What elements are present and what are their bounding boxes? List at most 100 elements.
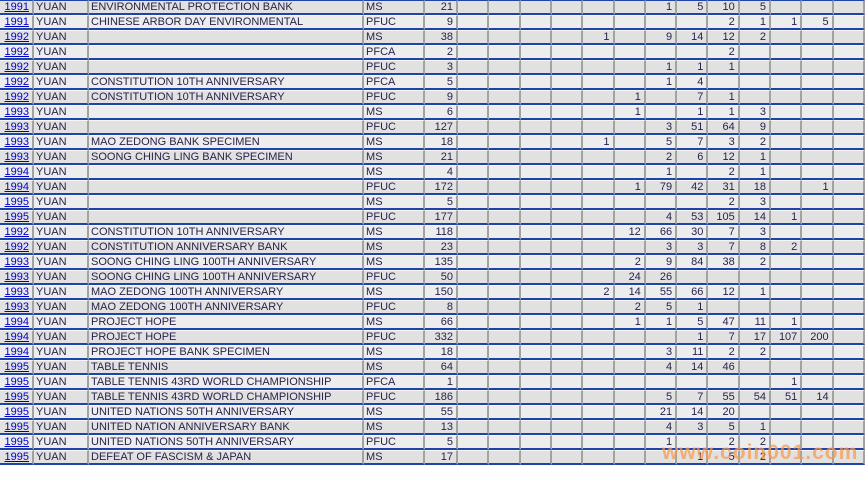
description-cell xyxy=(89,180,365,195)
grade-count-cell xyxy=(802,420,834,435)
grade-count-cell xyxy=(520,345,552,360)
year-link[interactable]: 1994 xyxy=(4,181,29,193)
year-link[interactable]: 1992 xyxy=(4,241,29,253)
grade-cell: PFUC xyxy=(364,390,426,405)
grade-count-cell xyxy=(739,405,771,420)
year-link[interactable]: 1995 xyxy=(4,211,29,223)
grade-count-cell xyxy=(489,135,521,150)
grade-count-cell xyxy=(802,0,834,15)
grade-count-cell xyxy=(739,300,771,315)
year-link[interactable]: 1995 xyxy=(4,196,29,208)
grade-count-cell: 14 xyxy=(614,285,646,300)
grade-count-cell xyxy=(489,30,521,45)
year-link[interactable]: 1993 xyxy=(4,256,29,268)
grade-count-cell xyxy=(802,150,834,165)
grade-count-cell xyxy=(802,45,834,60)
grade-count-cell: 1 xyxy=(614,180,646,195)
grade-count-cell xyxy=(489,180,521,195)
description-cell: CHINESE ARBOR DAY ENVIRONMENTAL xyxy=(89,15,365,30)
grade-count-cell xyxy=(458,360,490,375)
grade-count-cell: 3 xyxy=(739,195,771,210)
grade-count-cell: 4 xyxy=(677,75,709,90)
year-link[interactable]: 1992 xyxy=(4,91,29,103)
grade-count-cell xyxy=(458,15,490,30)
grade-count-cell xyxy=(833,30,865,45)
year-link[interactable]: 1991 xyxy=(4,1,29,13)
year-link[interactable]: 1994 xyxy=(4,166,29,178)
total-count-cell: 4 xyxy=(425,165,459,180)
year-link[interactable]: 1994 xyxy=(4,316,29,328)
year-link[interactable]: 1992 xyxy=(4,76,29,88)
year-link[interactable]: 1992 xyxy=(4,61,29,73)
grade-count-cell: 1 xyxy=(645,75,678,90)
grade-count-cell xyxy=(551,420,584,435)
grade-count-cell xyxy=(614,240,646,255)
grade-count-cell xyxy=(520,225,552,240)
grade-count-cell xyxy=(458,120,490,135)
grade-count-cell: 3 xyxy=(739,105,771,120)
year-link[interactable]: 1995 xyxy=(4,406,29,418)
grade-count-cell xyxy=(458,165,490,180)
year-link[interactable]: 1993 xyxy=(4,151,29,163)
year-link[interactable]: 1992 xyxy=(4,226,29,238)
grade-count-cell xyxy=(833,165,865,180)
year-cell: 1992 xyxy=(0,225,34,240)
year-link[interactable]: 1995 xyxy=(4,361,29,373)
year-link[interactable]: 1993 xyxy=(4,106,29,118)
denomination-cell: YUAN xyxy=(34,150,89,165)
year-link[interactable]: 1993 xyxy=(4,301,29,313)
grade-count-cell: 1 xyxy=(739,420,771,435)
year-link[interactable]: 1993 xyxy=(4,286,29,298)
grade-count-cell xyxy=(583,420,615,435)
year-link[interactable]: 1993 xyxy=(4,136,29,148)
year-cell: 1994 xyxy=(0,165,34,180)
year-link[interactable]: 1995 xyxy=(4,451,29,463)
grade-count-cell xyxy=(520,105,552,120)
grade-count-cell: 3 xyxy=(677,420,709,435)
grade-cell: MS xyxy=(364,405,426,420)
year-link[interactable]: 1992 xyxy=(4,46,29,58)
denomination-cell: YUAN xyxy=(34,165,89,180)
year-cell: 1993 xyxy=(0,255,34,270)
grade-count-cell xyxy=(645,375,678,390)
year-link[interactable]: 1995 xyxy=(4,421,29,433)
grade-count-cell xyxy=(833,45,865,60)
year-cell: 1993 xyxy=(0,285,34,300)
year-link[interactable]: 1993 xyxy=(4,121,29,133)
grade-count-cell: 7 xyxy=(677,90,709,105)
denomination-cell: YUAN xyxy=(34,435,89,450)
grade-cell: MS xyxy=(364,450,426,465)
year-cell: 1991 xyxy=(0,15,34,30)
year-link[interactable]: 1994 xyxy=(4,346,29,358)
grade-count-cell xyxy=(583,105,615,120)
year-link[interactable]: 1995 xyxy=(4,391,29,403)
grade-count-cell xyxy=(583,330,615,345)
grade-count-cell: 1 xyxy=(771,375,803,390)
year-link[interactable]: 1995 xyxy=(4,376,29,388)
table-row: 1993 YUAN MAO ZEDONG BANK SPECIMEN MS 18 1 5 7 3… xyxy=(0,135,865,150)
year-link[interactable]: 1991 xyxy=(4,16,29,28)
year-cell: 1994 xyxy=(0,345,34,360)
grade-count-cell: 53 xyxy=(677,210,709,225)
year-link[interactable]: 1992 xyxy=(4,31,29,43)
grade-count-cell: 3 xyxy=(645,345,678,360)
total-count-cell: 2 xyxy=(425,45,459,60)
total-count-cell: 9 xyxy=(425,15,459,30)
year-link[interactable]: 1995 xyxy=(4,436,29,448)
grade-count-cell xyxy=(614,150,646,165)
year-link[interactable]: 1994 xyxy=(4,331,29,343)
grade-count-cell: 2 xyxy=(614,300,646,315)
denomination-cell: YUAN xyxy=(34,360,89,375)
population-table-body: 1991 YUAN ENVIRONMENTAL PROTECTION BANK MS 2… xyxy=(0,0,865,465)
total-count-cell: 23 xyxy=(425,240,459,255)
denomination-cell: YUAN xyxy=(34,420,89,435)
grade-count-cell xyxy=(802,195,834,210)
grade-count-cell xyxy=(489,315,521,330)
year-cell: 1992 xyxy=(0,240,34,255)
grade-count-cell xyxy=(489,300,521,315)
description-cell: PROJECT HOPE BANK SPECIMEN xyxy=(89,345,365,360)
grade-count-cell: 12 xyxy=(708,30,740,45)
year-link[interactable]: 1993 xyxy=(4,271,29,283)
grade-count-cell: 5 xyxy=(739,0,771,15)
grade-count-cell xyxy=(520,60,552,75)
